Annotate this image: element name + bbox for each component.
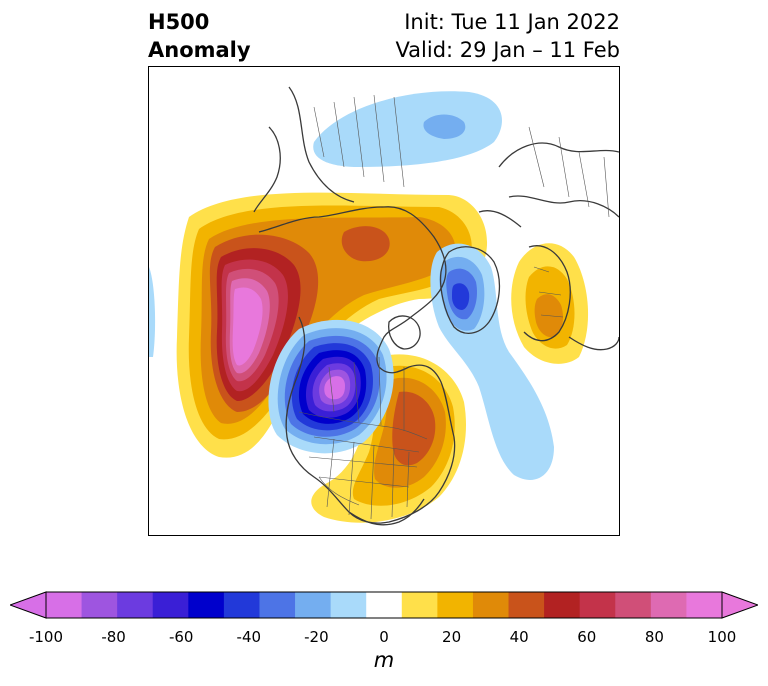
arctic-trough [313, 91, 502, 167]
colorbar-segment [544, 592, 581, 618]
europe-coast [523, 245, 571, 342]
colorbar-tick-label: -80 [101, 628, 126, 646]
colorbar-segment [188, 592, 225, 618]
colorbar-segment [650, 592, 687, 618]
colorbar-tick-label: 20 [442, 628, 462, 646]
canada-provinces [328, 356, 405, 431]
colorbar-graphic [8, 591, 760, 619]
colorbar-tick-label: -40 [236, 628, 262, 646]
trough-contour-90 [324, 376, 345, 400]
arctic-trough-20 [423, 114, 466, 139]
colorbar-segment [295, 592, 332, 618]
colorbar-extend-low [8, 591, 47, 619]
borders [298, 94, 610, 520]
colorbar-segment [579, 592, 616, 618]
north-america-coast [258, 206, 456, 524]
colorbar-tick-label: 80 [644, 628, 664, 646]
map-title: H500 Anomaly [148, 8, 251, 64]
colorbar-segment [437, 592, 474, 618]
europe-ridge [511, 243, 589, 364]
western-trough [268, 319, 394, 454]
colorbar-unit: m [373, 648, 395, 672]
colorbar-segment [46, 592, 83, 618]
colorbar-segment [330, 592, 367, 618]
alaska-max [341, 226, 390, 262]
colorbar [8, 588, 760, 622]
init-date: Init: Tue 11 Jan 2022 [404, 10, 620, 34]
anomaly-map-canvas [149, 86, 619, 526]
greenland-coast [439, 246, 501, 334]
colorbar-segment [259, 592, 296, 618]
mediterranean-coast [568, 336, 619, 351]
hudson-bay [388, 315, 421, 350]
asia-coast [253, 86, 355, 213]
arctic-trough-10 [313, 91, 502, 167]
us-states-grid [308, 436, 420, 520]
colorbar-tick-label: 0 [379, 628, 389, 646]
colorbar-tick-label: 60 [577, 628, 597, 646]
colorbar-segment [472, 592, 510, 618]
colorbar-segment [686, 592, 723, 618]
title-variable: H500 [148, 10, 210, 34]
east-ridge-40 [392, 391, 436, 466]
colorbar-tick-label: -100 [28, 628, 64, 646]
coastlines [253, 86, 619, 526]
colorbar-segment [223, 592, 260, 618]
colorbar-tick-label: 100 [707, 628, 737, 646]
colorbar-segment [117, 592, 154, 618]
colorbar-segment [615, 592, 652, 618]
colorbar-outline [45, 591, 723, 619]
west-edge-negative [149, 267, 156, 357]
gulf-coast [348, 498, 425, 526]
atlantic-trough [430, 243, 554, 480]
colorbar-extend-high [721, 591, 760, 619]
mexico-border [318, 476, 360, 506]
us-canada-border [298, 411, 428, 440]
ridge-contour-90 [232, 287, 263, 366]
colorbar-tick-labels: -100 -80 -60 -40 -20 0 20 40 60 80 100 [0, 628, 768, 648]
title-field: Anomaly [148, 38, 251, 62]
colorbar-segment [81, 592, 118, 618]
colorbar-segment [152, 592, 189, 618]
colorbar-segment [366, 592, 403, 618]
pacific-ridge [176, 192, 488, 458]
eurasia-borders [313, 94, 610, 318]
colorbar-tick-label: 40 [509, 628, 529, 646]
colorbar-tick-label: -20 [304, 628, 329, 646]
anomaly-map [148, 66, 620, 536]
map-dates: Init: Tue 11 Jan 2022 Valid: 29 Jan – 11… [395, 8, 620, 64]
colorbar-segment [508, 592, 545, 618]
valid-dates: Valid: 29 Jan – 11 Feb [395, 38, 620, 62]
eurasia-coast [478, 142, 619, 228]
atlantic-trough-40 [452, 283, 470, 310]
colorbar-tick-label: -60 [168, 628, 194, 646]
colorbar-segment [401, 592, 438, 618]
